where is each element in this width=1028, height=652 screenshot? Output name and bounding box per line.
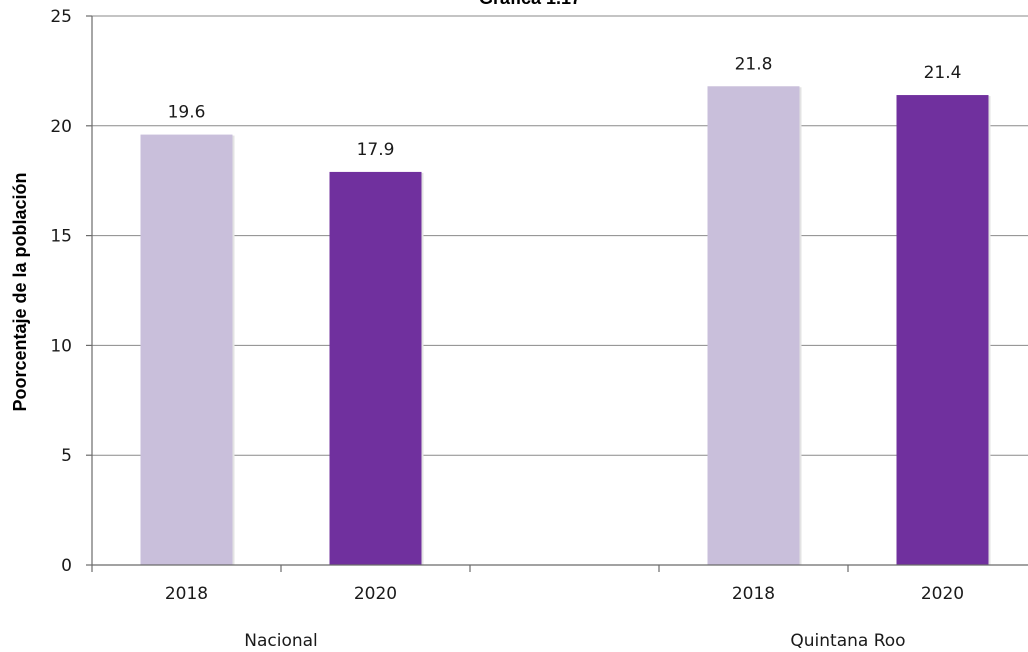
bar-value-label: 21.4 [924, 63, 962, 83]
bar-value-label: 21.8 [735, 54, 773, 74]
y-tick-label: 25 [50, 7, 72, 27]
bar [140, 134, 233, 566]
y-tick-label: 0 [61, 556, 72, 576]
bar [707, 86, 800, 565]
bars [140, 86, 991, 566]
x-group-label: Quintana Roo [790, 631, 905, 651]
x-category-label: 2018 [165, 584, 208, 604]
axes [91, 16, 1028, 566]
y-tick-label: 20 [50, 117, 72, 137]
labels: 0 5 10 15 20 25 19.6 2018 17.9 2020 Nacional 21.8 20… [50, 7, 964, 651]
y-tick-label: 10 [50, 336, 72, 356]
y-tick-label: 5 [61, 446, 72, 466]
x-category-label: 2018 [732, 584, 775, 604]
x-category-label: 2020 [354, 584, 397, 604]
bar-value-label: 19.6 [168, 103, 206, 123]
y-tick-label: 15 [50, 227, 72, 247]
x-category-label: 2020 [921, 584, 964, 604]
y-axis-title: Poorcentaje de la población [10, 172, 30, 411]
chart-title: Gráfica 1.17 [479, 0, 581, 8]
bar [329, 171, 422, 565]
bar [896, 95, 989, 565]
bar-value-label: 17.9 [357, 140, 395, 160]
gridlines [86, 15, 1028, 572]
x-group-label: Nacional [244, 631, 318, 651]
